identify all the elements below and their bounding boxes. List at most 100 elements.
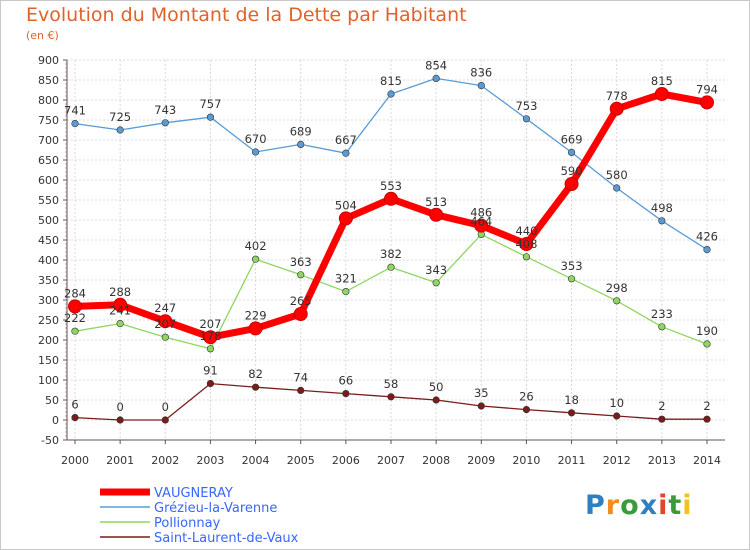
data-point xyxy=(474,218,489,233)
legend-label: Pollionnay xyxy=(154,516,221,531)
data-point xyxy=(387,393,395,401)
data-point xyxy=(206,380,215,388)
data-point xyxy=(116,320,124,328)
data-label: 74 xyxy=(293,370,308,384)
x-tick-label: 2014 xyxy=(693,454,721,467)
data-point xyxy=(703,415,711,423)
data-point xyxy=(522,115,531,123)
data-point xyxy=(613,412,621,420)
y-tick-label: 200 xyxy=(38,334,59,347)
data-point xyxy=(432,279,440,287)
y-tick-label: -50 xyxy=(41,434,59,447)
data-point xyxy=(251,148,260,156)
data-label: 741 xyxy=(64,104,86,118)
data-label: 725 xyxy=(109,110,131,124)
data-point xyxy=(251,255,260,263)
data-point xyxy=(658,415,666,423)
x-tick-label: 2004 xyxy=(242,454,270,467)
data-point xyxy=(658,323,666,331)
data-point xyxy=(429,207,444,222)
data-point xyxy=(654,87,669,101)
data-label: 553 xyxy=(380,179,402,193)
data-label: 82 xyxy=(248,367,263,381)
data-label: 321 xyxy=(335,272,357,286)
legend-label: Grézieu-la-Varenne xyxy=(154,501,277,516)
data-point xyxy=(567,275,576,283)
data-label: 778 xyxy=(606,89,628,103)
data-label: 35 xyxy=(474,386,489,400)
data-label: 408 xyxy=(515,237,537,251)
y-tick-label: 0 xyxy=(52,414,59,427)
data-label: 382 xyxy=(380,247,402,261)
data-point xyxy=(293,307,308,321)
data-label: 402 xyxy=(245,239,267,253)
x-tick-label: 2007 xyxy=(377,454,405,467)
data-point xyxy=(342,288,350,296)
data-label: 229 xyxy=(245,308,267,322)
y-tick-label: 100 xyxy=(38,374,59,387)
x-tick-label: 2010 xyxy=(512,454,540,467)
data-label: 667 xyxy=(335,133,357,147)
chart-series xyxy=(68,74,714,424)
y-tick-label: 400 xyxy=(38,254,59,267)
data-point xyxy=(387,90,395,98)
x-tick-label: 2003 xyxy=(196,454,224,467)
data-point xyxy=(613,184,621,192)
data-point xyxy=(567,409,576,417)
data-label: 854 xyxy=(425,58,447,72)
data-point xyxy=(251,383,260,391)
data-label: 353 xyxy=(561,259,583,273)
data-point xyxy=(297,386,305,395)
data-point xyxy=(158,314,173,329)
x-tick-label: 2013 xyxy=(648,454,676,467)
data-label: 343 xyxy=(425,263,447,277)
data-label: 178 xyxy=(199,329,221,343)
data-label: 190 xyxy=(696,324,718,338)
data-label: 207 xyxy=(199,317,221,331)
data-point xyxy=(161,416,169,424)
x-tick-label: 2008 xyxy=(422,454,450,467)
data-label: 486 xyxy=(470,206,492,220)
data-point xyxy=(477,81,485,90)
data-label: 426 xyxy=(696,230,718,244)
data-point xyxy=(161,119,169,127)
data-point xyxy=(248,321,263,336)
data-point xyxy=(71,119,79,128)
data-point xyxy=(700,95,714,110)
data-point xyxy=(477,402,485,410)
x-tick-label: 2000 xyxy=(61,454,89,467)
data-label: 440 xyxy=(515,224,537,238)
data-label: 247 xyxy=(154,301,176,315)
y-tick-label: 50 xyxy=(45,394,59,407)
legend-label: Saint-Laurent-de-Vaux xyxy=(154,531,299,546)
data-point xyxy=(71,327,79,335)
data-label: 288 xyxy=(109,285,131,299)
data-point xyxy=(658,217,666,225)
y-tick-label: 300 xyxy=(38,294,59,307)
data-label: 58 xyxy=(384,377,399,391)
x-tick-label: 2011 xyxy=(558,454,586,467)
data-label: 2 xyxy=(658,399,665,413)
data-point xyxy=(338,211,353,226)
data-point xyxy=(116,416,124,424)
data-label: 10 xyxy=(609,396,624,410)
data-label: 794 xyxy=(696,82,718,96)
data-point xyxy=(564,177,579,191)
data-point xyxy=(703,246,711,254)
chart-grid xyxy=(67,59,725,441)
x-tick-label: 2009 xyxy=(467,454,495,467)
x-tick-label: 2012 xyxy=(603,454,631,467)
data-label: 498 xyxy=(651,201,673,215)
data-label: 50 xyxy=(429,380,444,394)
x-tick-label: 2001 xyxy=(106,454,134,467)
y-tick-label: 350 xyxy=(38,274,59,287)
y-tick-label: 500 xyxy=(38,214,59,227)
y-tick-label: 900 xyxy=(38,54,59,67)
y-tick-label: 550 xyxy=(38,194,59,207)
data-point xyxy=(432,74,440,82)
data-label: 18 xyxy=(564,393,579,407)
data-label: 207 xyxy=(154,317,176,331)
y-tick-label: 800 xyxy=(38,94,59,107)
data-label: 743 xyxy=(154,103,176,117)
